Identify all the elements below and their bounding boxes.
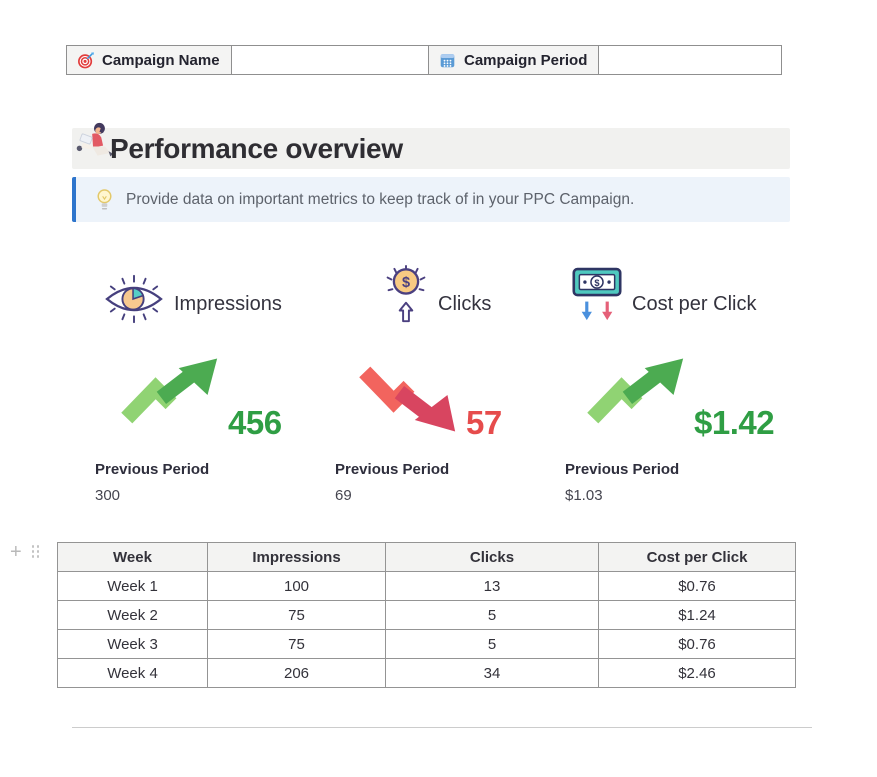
eye-pie-icon	[103, 272, 165, 326]
cost-per-click-trend-row: $1.42	[565, 356, 790, 441]
table-header-row: Week Impressions Clicks Cost per Click	[57, 542, 796, 572]
impressions-header: Impressions	[95, 260, 320, 326]
callout-text: Provide data on important metrics to kee…	[126, 190, 635, 208]
table-cell[interactable]: 13	[385, 571, 599, 601]
weekly-metrics-table: Week Impressions Clicks Cost per Click W…	[57, 542, 796, 688]
table-row: Week 2 75 5 $1.24	[57, 600, 796, 630]
table-cell[interactable]: Week 1	[57, 571, 208, 601]
drag-handle[interactable]	[31, 545, 41, 559]
campaign-name-header-cell[interactable]: Campaign Name	[66, 45, 232, 75]
block-controls: +	[10, 541, 41, 563]
impressions-previous-value: 300	[95, 487, 121, 504]
campaign-name-value-cell[interactable]	[231, 45, 429, 75]
svg-text:$: $	[594, 278, 600, 288]
clicks-label: Clicks	[438, 293, 492, 315]
campaign-period-value-cell[interactable]	[598, 45, 782, 75]
table-cell[interactable]: $0.76	[598, 571, 796, 601]
clicks-previous-label: Previous Period	[335, 461, 450, 478]
metric-clicks: $ Clicks 57 Previous Period 69	[335, 260, 560, 504]
table-cell[interactable]: 5	[385, 600, 599, 630]
table-cell[interactable]: Week 4	[57, 658, 208, 688]
table-row: Week 1 100 13 $0.76	[57, 571, 796, 601]
svg-text:$: $	[402, 275, 410, 291]
table-cell[interactable]: 206	[207, 658, 386, 688]
table-cell[interactable]: $2.46	[598, 658, 796, 688]
trend-up-arrow-icon	[121, 356, 221, 434]
campaign-info-table: Campaign Name Campaign Per	[66, 45, 782, 75]
impressions-trend-row: 456	[95, 356, 320, 441]
trend-up-arrow-icon	[587, 356, 687, 434]
table-cell[interactable]: Week 2	[57, 600, 208, 630]
performance-overview-heading-block[interactable]: Performance overview	[72, 122, 790, 169]
table-row: Week 4 206 34 $2.46	[57, 658, 796, 688]
cost-per-click-label: Cost per Click	[632, 293, 757, 315]
campaign-name-label: Campaign Name	[102, 51, 220, 69]
campaign-period-label: Campaign Period	[464, 51, 588, 69]
add-block-button[interactable]: +	[10, 541, 22, 563]
light-bulb-icon	[96, 188, 113, 212]
cost-per-click-previous-label: Previous Period	[565, 461, 680, 478]
person-with-laptop-emoji	[74, 121, 114, 163]
target-icon	[77, 51, 94, 69]
clicks-header: $ Clicks	[335, 260, 560, 326]
cost-per-click-column-header[interactable]: Cost per Click	[598, 542, 796, 572]
clicks-previous-value: 69	[335, 487, 352, 504]
impressions-value: 456	[228, 404, 282, 441]
coin-click-icon: $	[383, 264, 429, 326]
impressions-column-header[interactable]: Impressions	[207, 542, 386, 572]
metric-impressions: Impressions 456 Previous Period 300	[95, 260, 320, 504]
cost-per-click-header: $ Cost per Click	[565, 260, 790, 326]
campaign-period-header-cell[interactable]: Campaign Period	[428, 45, 599, 75]
metric-cost-per-click: $ Cost per Click $1.42 Previous Period $…	[565, 260, 790, 504]
clicks-trend-row: 57	[335, 356, 560, 441]
campaign-info-row: Campaign Name Campaign Per	[66, 45, 782, 75]
cost-per-click-value: $1.42	[694, 404, 775, 441]
table-row: Week 3 75 5 $0.76	[57, 629, 796, 659]
table-cell[interactable]: 34	[385, 658, 599, 688]
clicks-value: 57	[466, 404, 502, 441]
callout-block[interactable]: Provide data on important metrics to kee…	[72, 177, 790, 222]
impressions-previous-label: Previous Period	[95, 461, 210, 478]
table-cell[interactable]: 75	[207, 600, 386, 630]
banknote-arrows-icon: $	[571, 266, 623, 326]
table-cell[interactable]: $1.24	[598, 600, 796, 630]
table-cell[interactable]: 5	[385, 629, 599, 659]
calendar-icon	[439, 52, 456, 69]
cost-per-click-previous-value: $1.03	[565, 487, 603, 504]
table-cell[interactable]: Week 3	[57, 629, 208, 659]
clicks-column-header[interactable]: Clicks	[385, 542, 599, 572]
table-cell[interactable]: 100	[207, 571, 386, 601]
trend-down-arrow-icon	[359, 356, 459, 434]
week-column-header[interactable]: Week	[57, 542, 208, 572]
table-cell[interactable]: 75	[207, 629, 386, 659]
divider	[72, 727, 812, 728]
table-cell[interactable]: $0.76	[598, 629, 796, 659]
page-section-title: Performance overview	[110, 133, 403, 164]
impressions-label: Impressions	[174, 293, 282, 315]
